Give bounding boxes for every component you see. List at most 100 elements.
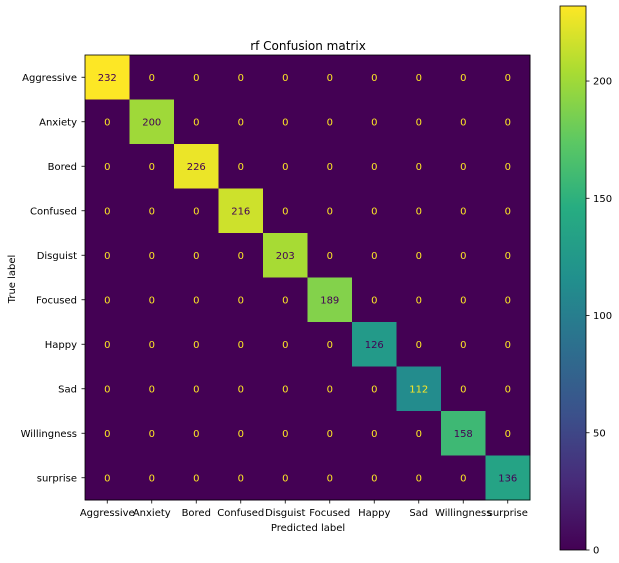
cell-value-label: 0 [327,340,333,351]
heatmap-cell [263,322,308,367]
cell-value-label: 0 [371,429,377,440]
cell-value-label: 0 [238,295,244,306]
cell-value-label: 0 [505,251,511,262]
cell-value-label: 0 [104,473,110,484]
heatmap-cell [441,411,486,456]
heatmap-cell [218,55,264,100]
cell-value-label: 0 [371,384,377,395]
heatmap-cell [129,455,175,501]
cell-value-label: 0 [193,340,199,351]
cell-value-label: 0 [282,117,288,128]
x-tick-label: surprise [488,508,528,519]
cell-value-label: 0 [149,384,155,395]
heatmap-cell [441,455,486,501]
heatmap-cell [307,455,353,501]
heatmap-cell [85,99,130,145]
cell-value-label: 0 [238,340,244,351]
heatmap-cell [218,277,264,323]
heatmap-cell [129,233,175,278]
heatmap-cell [441,233,486,278]
heatmap-cell [85,322,130,367]
cell-value-label: 0 [327,429,333,440]
cell-value-label: 0 [104,295,110,306]
cell-value-label: 0 [460,340,466,351]
cell-value-label: 0 [104,340,110,351]
heatmap-cell [129,188,175,234]
cell-value-label: 0 [460,117,466,128]
cell-value-label: 0 [238,117,244,128]
chart-title: rf Confusion matrix [250,39,366,53]
cell-value-label: 0 [460,73,466,84]
cell-value-label: 0 [238,251,244,262]
heatmap-cell [396,277,442,323]
cell-value-label: 0 [193,73,199,84]
heatmap-cell [307,144,353,189]
heatmap-cell [352,188,397,234]
heatmap-cell [218,99,264,145]
cell-value-label: 0 [282,340,288,351]
x-tick-label: Disguist [265,508,305,519]
cell-value-label: 0 [282,295,288,306]
cell-value-label: 216 [231,206,250,217]
heatmap-cell [307,99,353,145]
cell-value-label: 0 [193,429,199,440]
cell-value-label: 0 [238,473,244,484]
heatmap-cell [485,233,531,278]
cell-value-label: 0 [416,473,422,484]
heatmap-cell [352,277,397,323]
heatmap-cell [174,233,219,278]
y-tick-label: surprise [37,473,77,484]
cell-value-label: 126 [365,340,384,351]
cell-value-label: 0 [416,295,422,306]
heatmap-cell [485,188,531,234]
cell-value-label: 0 [238,384,244,395]
heatmap-cell [263,233,308,278]
cell-value-label: 0 [104,384,110,395]
cell-value-label: 0 [238,73,244,84]
x-tick-label: Anxiety [133,508,171,519]
cell-value-label: 0 [416,340,422,351]
heatmap-cell [174,55,219,100]
cell-value-label: 0 [460,162,466,173]
cell-value-label: 0 [416,117,422,128]
cell-value-label: 0 [416,73,422,84]
x-tick-label: Focused [309,508,350,519]
heatmap-cell [352,99,397,145]
cell-value-label: 0 [282,162,288,173]
heatmap-cell [85,233,130,278]
heatmap-cell [396,411,442,456]
cell-value-label: 0 [193,473,199,484]
heatmap-cell [263,411,308,456]
heatmap-cell [129,144,175,189]
heatmap-cell [263,144,308,189]
colorbar-ticks: 0 50 100 150 200 [586,77,612,557]
cell-value-label: 232 [98,73,117,84]
heatmap-cell [263,188,308,234]
cell-value-label: 0 [149,73,155,84]
heatmap-cell [129,411,175,456]
heatmap-cell [174,188,219,234]
colorbar [559,5,587,551]
heatmap-cell [174,366,219,412]
cell-value-label: 0 [460,473,466,484]
heatmap-cell [218,144,264,189]
y-tick-label: Aggressive [22,73,77,84]
heatmap-cell [85,411,130,456]
cell-value-label: 0 [282,206,288,217]
heatmap-cell [485,99,531,145]
cell-value-label: 0 [416,251,422,262]
heatmap-cell [85,455,130,501]
cell-value-label: 0 [193,384,199,395]
heatmap-cell [441,99,486,145]
cell-value-label: 189 [320,295,339,306]
heatmap-cell [263,277,308,323]
heatmap-cell [485,455,531,501]
cell-value-label: 0 [238,429,244,440]
cell-value-label: 112 [409,384,428,395]
heatmap-cell [129,366,175,412]
heatmap-cell [218,455,264,501]
heatmap-cell [218,411,264,456]
heatmap-cell [396,188,442,234]
x-tick-label: Aggressive [80,508,135,519]
heatmap-cell [129,322,175,367]
